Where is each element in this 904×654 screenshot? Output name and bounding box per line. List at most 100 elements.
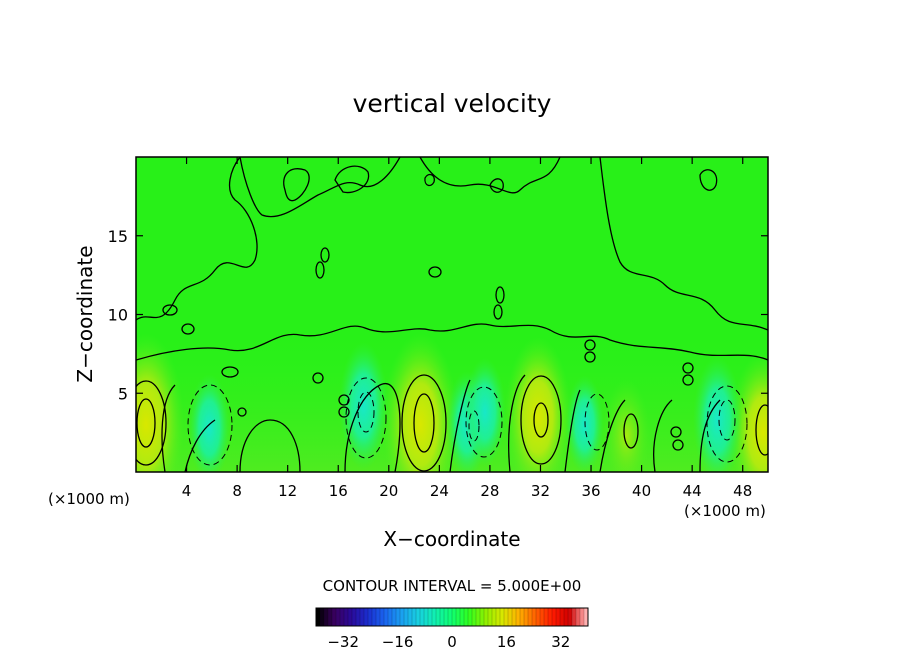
x-tick-label: 36 [581,482,600,500]
colorbar-cell [372,608,377,626]
colorbar-cell [572,608,577,626]
y-axis-label: Z−coordinate [73,245,97,382]
colorbar-cell [428,608,433,626]
colorbar-cell [432,608,437,626]
colorbar-cell [348,608,353,626]
colorbar-cell [384,608,389,626]
colorbar-cell [520,608,525,626]
colorbar-cell [332,608,337,626]
colorbar-cell [480,608,485,626]
colorbar-cell [488,608,493,626]
colorbar-cell [408,608,413,626]
x-tick-label: 12 [278,482,297,500]
colorbar-cell [524,608,529,626]
colorbar-cell [448,608,453,626]
x-tick-label: 28 [480,482,499,500]
colorbar-cell [456,608,461,626]
colorbar-ticks: −32 −16 0 16 32 [327,633,570,651]
velocity-cores [136,333,768,472]
colorbar-cell [460,608,465,626]
colorbar-cell [376,608,381,626]
colorbar-tick-label: 16 [497,633,516,651]
colorbar-cell [512,608,517,626]
colorbar-cell [544,608,549,626]
colorbar-cell [404,608,409,626]
colorbar-tick-label: −32 [327,633,359,651]
colorbar-cell [576,608,581,626]
colorbar-cell [380,608,385,626]
y-tick-label: 15 [108,227,128,246]
downdraft-core-3 [464,358,506,467]
colorbar-cell [504,608,509,626]
colorbar-cell [484,608,489,626]
colorbar-tick-label: −16 [382,633,414,651]
x-tick-label: 8 [232,482,242,500]
colorbar-cell [528,608,533,626]
colorbar-cell [472,608,477,626]
colorbar-cell [416,608,421,626]
downdraft-core-1 [339,342,388,470]
updraft-core-4 [602,379,651,472]
x-tick-label: 20 [379,482,398,500]
colorbar-cell [508,608,513,626]
colorbar-cell [452,608,457,626]
colorbar-cell [328,608,333,626]
y-tick-label: 5 [118,384,128,403]
downdraft-core-0 [188,373,231,472]
x-tick-label: 48 [733,482,752,500]
colorbar-cell [420,608,425,626]
colorbar-cell [552,608,557,626]
colorbar-cell [440,608,445,626]
x-tick-label: 40 [632,482,651,500]
colorbar-cell [536,608,541,626]
colorbar-cell [444,608,449,626]
colorbar-cell [364,608,369,626]
colorbar-cell [356,608,361,626]
colorbar-cell [320,608,325,626]
contour-interval-note: CONTOUR INTERVAL = 5.000E+00 [323,577,582,595]
colorbar-cell [564,608,569,626]
colorbar-cell [560,608,565,626]
colorbar-cell [392,608,397,626]
x-axis-label: X−coordinate [383,527,520,551]
colorbar-cell [316,608,321,626]
colorbar-cell [424,608,429,626]
colorbar-cell [368,608,373,626]
negative-contours [187,377,748,466]
colorbar-cell [336,608,341,626]
updraft-core-1 [382,333,459,472]
x-tick-label: 32 [531,482,550,500]
colorbar-cell [324,608,329,626]
colorbar-cell [436,608,441,626]
colorbar-cell [396,608,401,626]
colorbar-cell [500,608,505,626]
colorbar-cell [496,608,501,626]
y-axis-ticks: 5 10 15 [108,227,768,403]
colorbar-cell [400,608,405,626]
x-tick-label: 44 [683,482,702,500]
colorbar-cell [340,608,345,626]
contour-lines [136,157,768,472]
colorbar-cell [412,608,417,626]
colorbar-cell [476,608,481,626]
colorbar-cell [580,608,585,626]
x-tick-label: 4 [182,482,192,500]
colorbar-cell [492,608,497,626]
colorbar-cell [548,608,553,626]
y-tick-label: 10 [108,306,128,325]
colorbar-cell [468,608,473,626]
x-unit-right: (×1000 m) [684,502,766,520]
x-axis-ticks: 4 8 12 16 20 24 28 32 36 40 44 48 [182,157,752,500]
colorbar-cell [344,608,349,626]
colorbar-tick-label: 32 [551,633,570,651]
colorbar-cell [540,608,545,626]
colorbar-cell [584,608,589,626]
colorbar-cell [556,608,561,626]
colorbar-cell [360,608,365,626]
x-tick-label: 24 [430,482,449,500]
x-unit-left: (×1000 m) [48,490,130,508]
colorbar [315,607,589,627]
colorbar-cell [464,608,469,626]
colorbar-cell [516,608,521,626]
